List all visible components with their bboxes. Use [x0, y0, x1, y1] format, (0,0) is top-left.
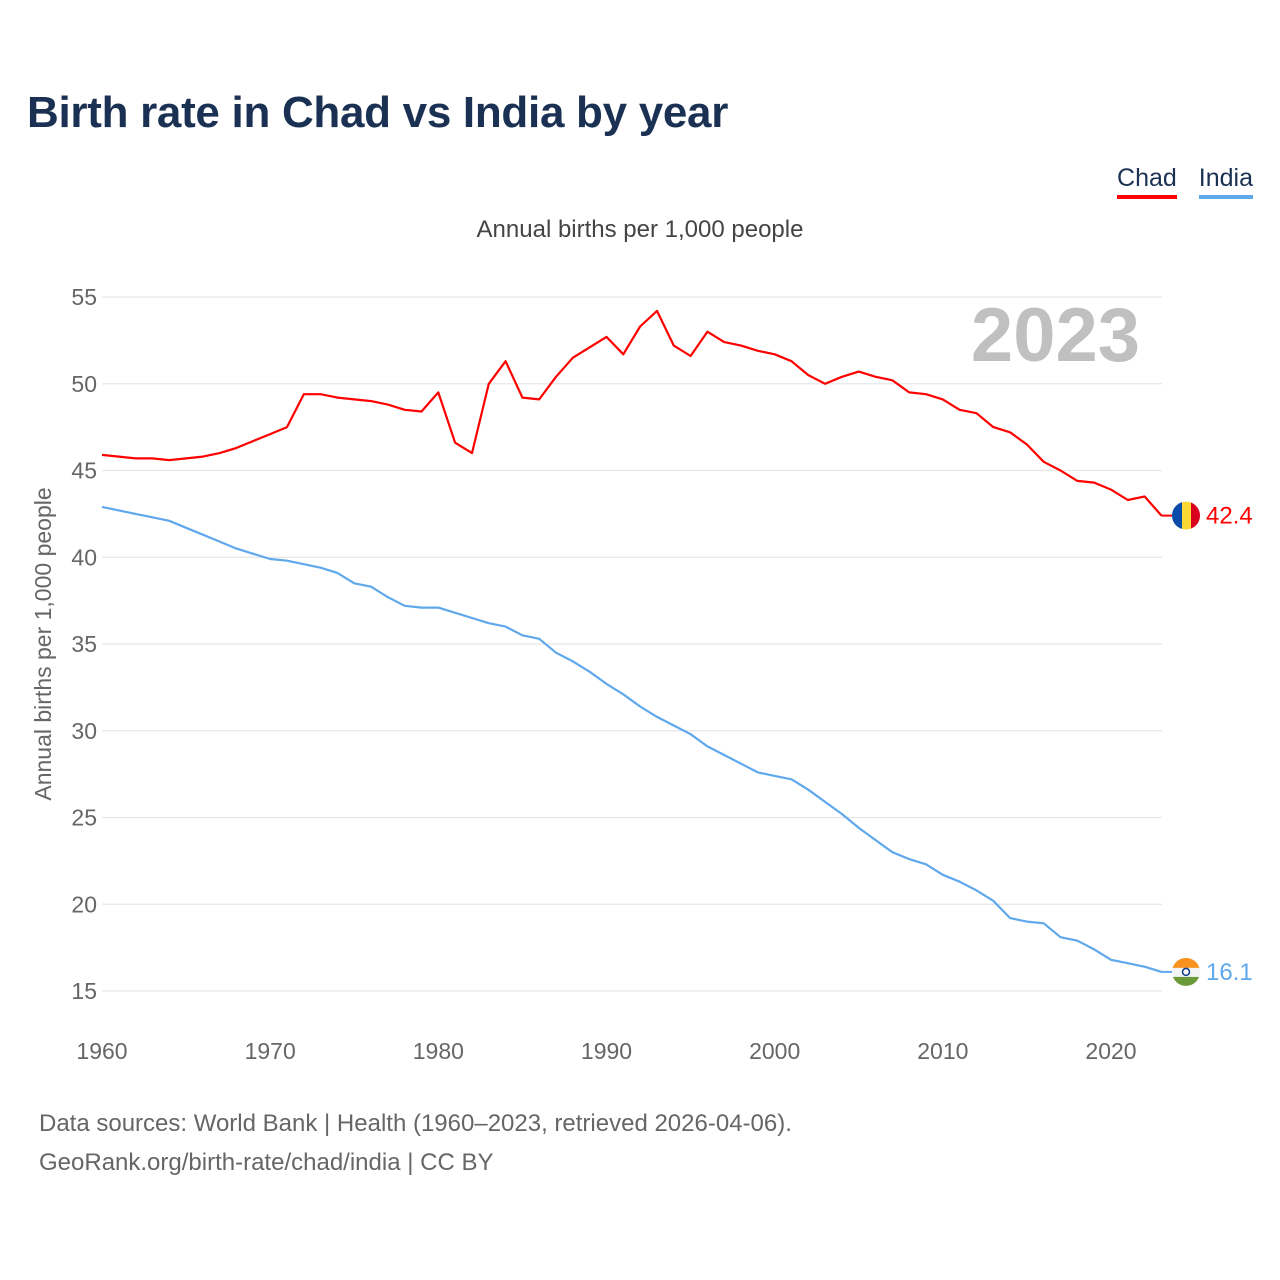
x-tick-label: 1960	[76, 1038, 127, 1064]
footer-sources: Data sources: World Bank | Health (1960–…	[39, 1110, 792, 1137]
end-value-label: 42.4	[1206, 503, 1253, 530]
y-tick-label: 15	[71, 978, 97, 1004]
flag-body	[1172, 501, 1200, 530]
y-tick-label: 55	[71, 284, 97, 310]
legend: Chad India	[1117, 164, 1253, 199]
y-tick-label: 30	[71, 718, 97, 744]
chart-title: Birth rate in Chad vs India by year	[27, 88, 729, 137]
y-tick-label: 25	[71, 805, 97, 831]
x-tick-label: 1990	[581, 1038, 632, 1064]
india-flag-icon	[1172, 957, 1200, 986]
y-tick-label: 50	[71, 371, 97, 397]
y-axis-label: Annual births per 1,000 people	[30, 487, 56, 800]
y-tick-label: 40	[71, 544, 97, 570]
series-line-chad	[101, 309, 1163, 517]
chart-subtitle: Annual births per 1,000 people	[476, 216, 804, 243]
x-tick-label: 1980	[413, 1038, 464, 1064]
flag-stripe	[1172, 957, 1200, 968]
x-tick-label: 2010	[917, 1038, 968, 1064]
legend-item-chad[interactable]: Chad	[1117, 164, 1177, 199]
chad-flag-icon	[1172, 501, 1200, 530]
x-tick-label: 2020	[1085, 1038, 1136, 1064]
y-tick-label: 35	[71, 631, 97, 657]
footer-link[interactable]: GeoRank.org/birth-rate/chad/india | CC B…	[39, 1149, 494, 1176]
flag-stripe	[1172, 976, 1200, 986]
flag-stripe	[1191, 501, 1200, 530]
x-tick-label: 1970	[245, 1038, 296, 1064]
flag-body	[1172, 957, 1200, 986]
flag-stripe	[1172, 967, 1200, 977]
year-watermark: 2023	[971, 293, 1140, 378]
flag-stripe	[1182, 501, 1191, 530]
flag-chakra	[1181, 967, 1191, 977]
y-tick-label: 20	[71, 891, 97, 917]
y-tick-label: 45	[71, 458, 97, 484]
series-line-india	[101, 505, 1162, 973]
x-tick-label: 2000	[749, 1038, 800, 1064]
flag-stripe	[1172, 501, 1182, 530]
end-value-label: 16.1	[1206, 959, 1253, 986]
footer: Data sources: World Bank | Health (1960–…	[39, 1104, 792, 1182]
legend-item-india[interactable]: India	[1198, 164, 1253, 199]
